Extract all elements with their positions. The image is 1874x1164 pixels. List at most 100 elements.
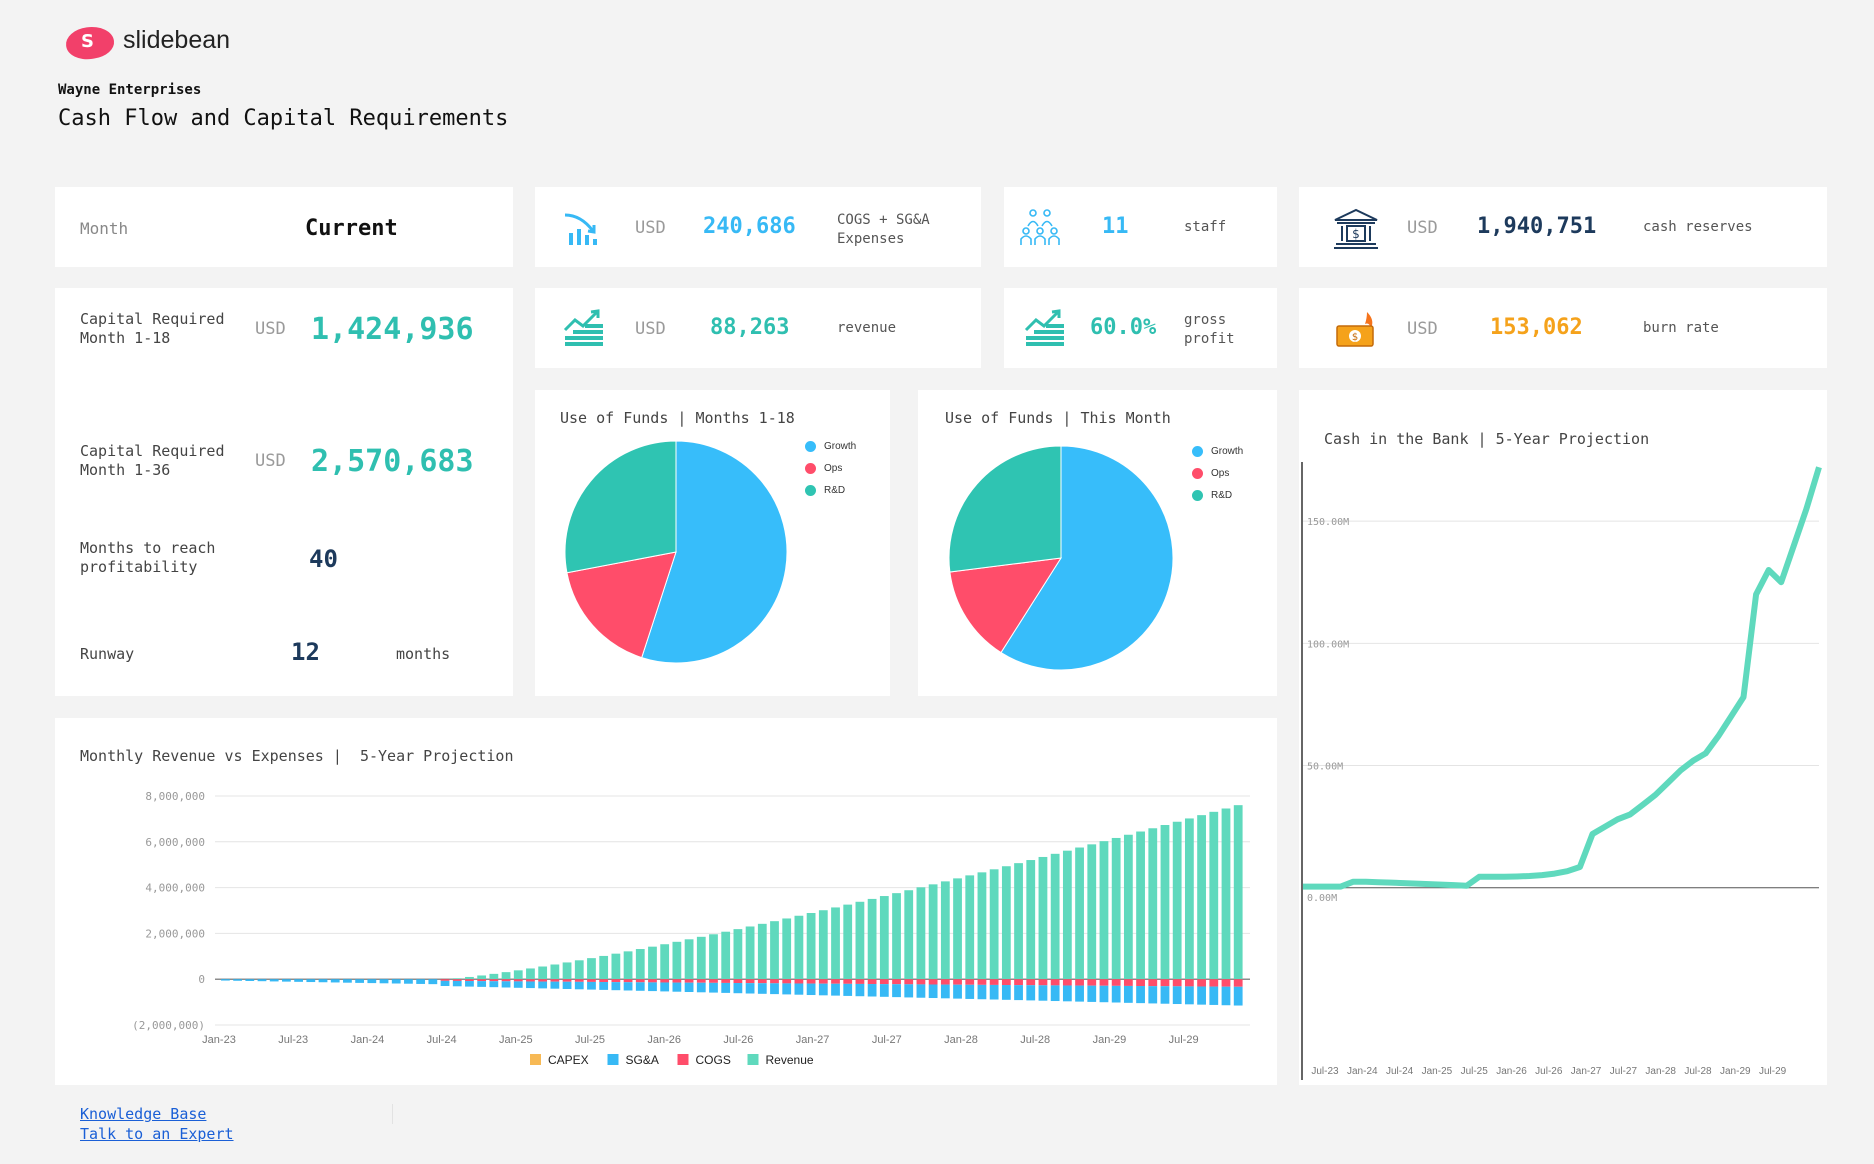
bar-sga[interactable] [330, 979, 340, 983]
bar-cogs[interactable] [1050, 979, 1060, 986]
bar-sga[interactable] [1014, 985, 1023, 1001]
bar-revenue[interactable] [1197, 815, 1206, 980]
bar-cogs[interactable] [1136, 979, 1145, 987]
bar-sga[interactable] [745, 983, 755, 994]
bar-sga[interactable] [648, 982, 657, 992]
bar-sga[interactable] [1136, 986, 1145, 1004]
bar-sga[interactable] [1111, 985, 1121, 1003]
bar-cogs[interactable] [977, 979, 987, 985]
bar-sga[interactable] [1123, 985, 1133, 1003]
bar-revenue[interactable] [1087, 844, 1097, 980]
bar-cogs[interactable] [904, 979, 914, 985]
bar-sga[interactable] [221, 979, 230, 981]
bar-sga[interactable] [379, 979, 389, 984]
bar-sga[interactable] [684, 982, 694, 993]
bar-cogs[interactable] [648, 979, 657, 983]
bar-revenue[interactable] [855, 901, 865, 980]
bar-revenue[interactable] [696, 936, 706, 980]
bar-sga[interactable] [367, 979, 377, 984]
bar-cogs[interactable] [623, 979, 633, 983]
bar-revenue[interactable] [745, 926, 755, 980]
bar-sga[interactable] [282, 979, 291, 982]
bar-revenue[interactable] [782, 918, 792, 980]
bar-revenue[interactable] [757, 923, 767, 980]
bar-sga[interactable] [1075, 985, 1084, 1002]
bar-cogs[interactable] [526, 979, 535, 982]
bar-cogs[interactable] [465, 979, 474, 982]
bar-revenue[interactable] [660, 944, 670, 980]
bar-sga[interactable] [1001, 985, 1011, 1000]
bar-sga[interactable] [587, 981, 596, 990]
bar-cogs[interactable] [1001, 979, 1011, 986]
bar-sga[interactable] [257, 979, 267, 982]
pie-slice-ops[interactable] [949, 557, 1062, 654]
bar-sga[interactable] [953, 984, 962, 999]
bar-revenue[interactable] [977, 872, 987, 980]
bar-revenue[interactable] [648, 946, 657, 980]
bar-cogs[interactable] [770, 979, 779, 984]
bar-revenue[interactable] [794, 915, 804, 980]
bar-sga[interactable] [904, 984, 914, 998]
bar-sga[interactable] [526, 981, 535, 989]
bar-sga[interactable] [1026, 985, 1036, 1001]
pie-slice-growth[interactable] [641, 440, 788, 664]
bar-sga[interactable] [696, 982, 706, 993]
bar-revenue[interactable] [513, 970, 523, 980]
bar-sga[interactable] [611, 982, 621, 991]
bar-cogs[interactable] [1209, 979, 1219, 987]
bar-sga[interactable] [294, 979, 303, 982]
bar-sga[interactable] [977, 984, 987, 1000]
knowledge-base-link[interactable]: Knowledge Base [80, 1105, 207, 1123]
bar-cogs[interactable] [782, 979, 792, 984]
bar-revenue[interactable] [562, 962, 572, 980]
bar-sga[interactable] [404, 979, 413, 984]
bar-revenue[interactable] [770, 921, 779, 980]
bar-sga[interactable] [1184, 986, 1194, 1005]
bar-sga[interactable] [940, 984, 950, 999]
bar-cogs[interactable] [818, 979, 828, 984]
bar-revenue[interactable] [1014, 863, 1023, 980]
bar-revenue[interactable] [928, 884, 938, 980]
bar-sga[interactable] [635, 982, 645, 991]
bar-cogs[interactable] [794, 979, 804, 984]
bar-sga[interactable] [343, 979, 352, 983]
pie-slice-rd[interactable] [564, 440, 677, 574]
bar-cogs[interactable] [672, 979, 682, 983]
bar-cogs[interactable] [806, 979, 816, 984]
bar-revenue[interactable] [879, 896, 889, 980]
bar-cogs[interactable] [538, 979, 548, 982]
bar-cogs[interactable] [745, 979, 755, 984]
bar-cogs[interactable] [562, 979, 572, 982]
bar-revenue[interactable] [538, 966, 548, 980]
bar-cogs[interactable] [721, 979, 731, 983]
bar-revenue[interactable] [526, 968, 535, 980]
bar-cogs[interactable] [489, 979, 499, 982]
bar-sga[interactable] [672, 982, 682, 992]
bar-sga[interactable] [928, 984, 938, 999]
bar-sga[interactable] [318, 979, 328, 983]
bar-cogs[interactable] [892, 979, 901, 985]
bar-sga[interactable] [757, 983, 767, 994]
bar-cogs[interactable] [611, 979, 621, 983]
bar-revenue[interactable] [965, 875, 975, 980]
bar-revenue[interactable] [1172, 821, 1182, 980]
bar-sga[interactable] [562, 981, 572, 989]
bar-revenue[interactable] [1026, 860, 1036, 980]
month-value[interactable]: Current [305, 216, 398, 241]
bar-cogs[interactable] [1233, 979, 1243, 987]
bar-cogs[interactable] [1099, 979, 1109, 986]
bar-sga[interactable] [1099, 985, 1109, 1003]
bar-cogs[interactable] [440, 979, 450, 981]
bar-cogs[interactable] [477, 979, 487, 982]
pie-slice-ops[interactable] [566, 551, 677, 659]
bar-sga[interactable] [391, 979, 401, 984]
bar-sga[interactable] [489, 981, 499, 988]
bar-cogs[interactable] [574, 979, 584, 982]
bar-revenue[interactable] [501, 972, 511, 980]
bar-cogs[interactable] [1111, 979, 1121, 986]
bar-cogs[interactable] [1148, 979, 1158, 987]
bar-sga[interactable] [1197, 986, 1206, 1005]
bar-cogs[interactable] [843, 979, 853, 984]
bar-cogs[interactable] [1038, 979, 1048, 986]
bar-sga[interactable] [855, 983, 865, 997]
